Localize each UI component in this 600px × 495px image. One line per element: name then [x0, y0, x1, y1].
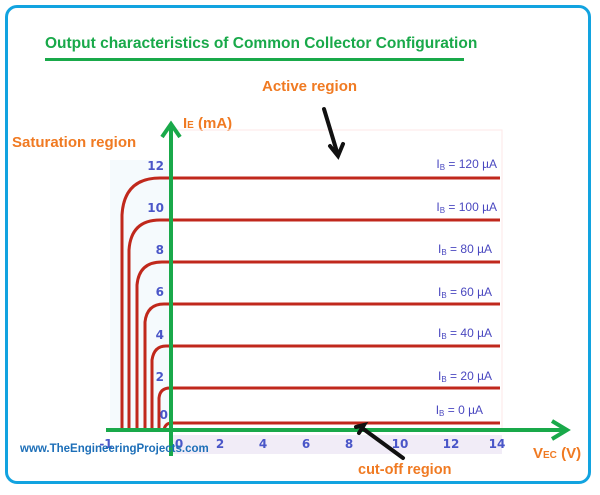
x-tick-band	[172, 435, 502, 454]
x-tick-0: 0	[175, 437, 183, 451]
y-axis-label: IE (mA)	[183, 115, 232, 132]
cutoff-region-label: cut-off region	[358, 462, 452, 478]
saturation-region-label: Saturation region	[12, 134, 137, 151]
diagram-title: Output characteristics of Common Collect…	[45, 35, 478, 52]
curve-40ua	[150, 344, 500, 430]
y-tick-0: 0	[160, 408, 168, 422]
ib-label-0: IB = 0 µA	[436, 403, 483, 418]
active-region-label: Active region	[262, 78, 358, 95]
y-axis-arrow-icon	[160, 120, 182, 139]
curve-80ua	[135, 260, 500, 430]
y-axis-symbol: I	[183, 115, 188, 132]
active-region-arrow-icon	[322, 107, 339, 154]
curve-120ua	[120, 176, 500, 430]
x-axis-arrow-icon	[550, 419, 571, 441]
x-tick-10: 10	[392, 437, 409, 451]
ib-label-20: IB = 20 µA	[438, 369, 492, 384]
cutoff-arrowhead-icon	[354, 421, 369, 435]
x-tick-labels: -1 0 2 4 6 8 10 12 14	[99, 437, 505, 451]
x-tick-12: 12	[443, 437, 460, 451]
ib-label-40: IB = 40 µA	[438, 326, 492, 341]
x-axis-symbol: V	[533, 445, 544, 462]
x-tick-14: 14	[489, 437, 506, 451]
saturation-tint	[110, 160, 172, 430]
y-axis-subscript: E	[187, 120, 194, 131]
title-underline	[45, 58, 464, 61]
y-tick-labels: 12 10 8 6 4 2 0	[147, 159, 168, 422]
y-tick-12: 12	[147, 159, 164, 173]
x-axis-label: VEC (V)	[533, 445, 581, 462]
characteristic-curves	[120, 176, 500, 431]
x-tick-2: 2	[216, 437, 224, 451]
x-tick-4: 4	[259, 437, 267, 451]
axes	[106, 120, 571, 456]
ib-label-120: IB = 120 µA	[436, 157, 497, 172]
x-tick-8: 8	[345, 437, 353, 451]
ib-labels: IB = 120 µA IB = 100 µA IB = 80 µA IB = …	[436, 157, 497, 418]
plot-area-outline	[171, 129, 503, 431]
y-tick-2: 2	[156, 370, 164, 384]
x-axis-subscript: EC	[543, 450, 557, 461]
diagram-frame	[5, 5, 591, 484]
x-axis-unit: (V)	[556, 445, 582, 462]
active-arrowhead-icon	[328, 142, 345, 160]
x-tick-neg1: -1	[99, 437, 112, 451]
ib-label-60: IB = 60 µA	[438, 285, 492, 300]
ib-label-100: IB = 100 µA	[436, 200, 497, 215]
y-tick-8: 8	[156, 243, 164, 257]
annotation-arrows	[322, 107, 405, 460]
cutoff-region-arrow-icon	[360, 426, 405, 460]
y-tick-10: 10	[147, 201, 164, 215]
y-tick-6: 6	[156, 285, 164, 299]
y-axis-unit: (mA)	[193, 115, 233, 132]
watermark-link[interactable]: www.TheEngineeringProjects.com	[20, 443, 209, 455]
y-tick-4: 4	[156, 328, 164, 342]
ib-label-80: IB = 80 µA	[438, 242, 492, 257]
curve-60ua	[143, 302, 500, 430]
curve-100ua	[127, 218, 500, 430]
x-tick-6: 6	[302, 437, 310, 451]
